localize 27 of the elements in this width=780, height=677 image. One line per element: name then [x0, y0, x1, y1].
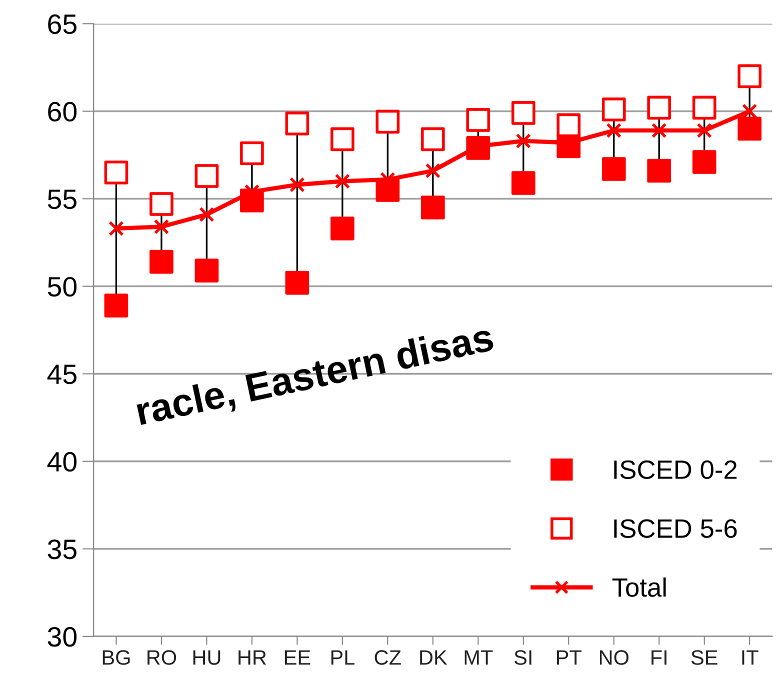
x-tick-label: EE [284, 650, 310, 665]
y-tick-label: 65 [48, 14, 76, 34]
legend-label: ISCED 0-2 [614, 460, 737, 480]
x-tick-label: HU [193, 650, 220, 665]
x-tick-label: SI [514, 650, 532, 665]
x-tick-label: DK [420, 650, 448, 665]
x-tick-label: FI [652, 650, 666, 665]
x-tick-label: MT [464, 650, 493, 665]
x-tick-label: CZ [374, 650, 401, 665]
x-tick-label: PT [557, 650, 582, 665]
annotation: racle, Eastern disas [135, 322, 496, 431]
x-tick-label: PL [331, 650, 354, 665]
x-tick-label: NO [600, 650, 628, 665]
y-tick-label: 60 [48, 102, 77, 122]
y-tick-label: 40 [47, 452, 77, 472]
y-tick-label: 45 [47, 364, 76, 384]
x-tick-label: IT [742, 650, 758, 665]
x-tick-label: HR [238, 650, 266, 665]
x-tick-label: BG [102, 650, 130, 665]
x-tick-label: RO [148, 650, 176, 665]
legend-label: Total [612, 577, 666, 597]
y-tick-label: 35 [48, 540, 76, 560]
y-tick-label: 50 [48, 276, 77, 297]
x-tick-label: SE [691, 650, 718, 665]
y-tick-label: 30 [48, 627, 77, 647]
legend-label: ISCED 5-6 [614, 519, 737, 538]
y-tick-label: 55 [48, 190, 76, 210]
